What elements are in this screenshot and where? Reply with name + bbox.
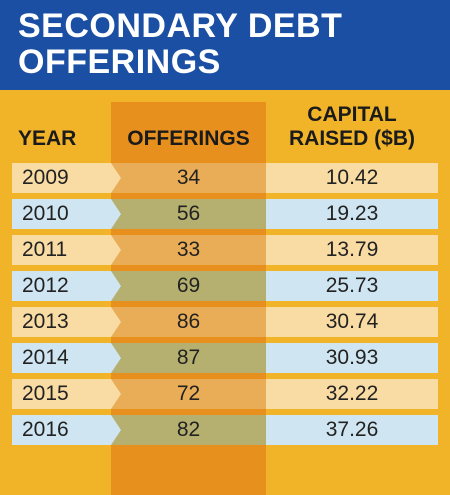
cell-offerings: 69 xyxy=(111,271,266,301)
cell-offerings: 87 xyxy=(111,343,266,373)
cell-year: 2012 xyxy=(12,271,112,301)
cell-year: 2010 xyxy=(12,199,112,229)
cell-offerings: 86 xyxy=(111,307,266,337)
header-offerings: OFFERINGS xyxy=(127,127,250,150)
row-arrow-tick xyxy=(111,379,121,409)
row-arrow-tick xyxy=(111,307,121,337)
cell-capital-raised: 13.79 xyxy=(266,235,438,265)
table-row: 2013 86 30.74 xyxy=(0,307,450,337)
cell-offerings: 34 xyxy=(111,163,266,193)
cell-year: 2009 xyxy=(12,163,112,193)
cell-year: 2015 xyxy=(12,379,112,409)
header-year: YEAR xyxy=(18,127,77,150)
row-arrow-tick xyxy=(111,415,121,445)
row-arrow-tick xyxy=(111,199,121,229)
cell-capital-raised: 25.73 xyxy=(266,271,438,301)
cell-capital-raised: 30.93 xyxy=(266,343,438,373)
table-row: 2009 34 10.42 xyxy=(0,163,450,193)
cell-year: 2016 xyxy=(12,415,112,445)
row-arrow-tick xyxy=(111,271,121,301)
cell-capital-raised: 30.74 xyxy=(266,307,438,337)
cell-year: 2013 xyxy=(12,307,112,337)
title-band: SECONDARY DEBT OFFERINGS xyxy=(0,0,450,90)
table-row: 2016 82 37.26 xyxy=(0,415,450,445)
page-title: SECONDARY DEBT OFFERINGS xyxy=(18,7,343,81)
cell-year: 2014 xyxy=(12,343,112,373)
cell-offerings: 33 xyxy=(111,235,266,265)
table-row: 2011 33 13.79 xyxy=(0,235,450,265)
cell-capital-raised: 37.26 xyxy=(266,415,438,445)
cell-offerings: 72 xyxy=(111,379,266,409)
table-row: 2015 72 32.22 xyxy=(0,379,450,409)
cell-capital-raised: 10.42 xyxy=(266,163,438,193)
header-capital-raised: CAPITAL RAISED ($B) xyxy=(288,103,415,150)
cell-offerings: 82 xyxy=(111,415,266,445)
cell-capital-raised: 32.22 xyxy=(266,379,438,409)
row-arrow-tick xyxy=(111,343,121,373)
table-row: 2010 56 19.23 xyxy=(0,199,450,229)
cell-offerings: 56 xyxy=(111,199,266,229)
cell-year: 2011 xyxy=(12,235,112,265)
cell-capital-raised: 19.23 xyxy=(266,199,438,229)
row-arrow-tick xyxy=(111,163,121,193)
table-row: 2014 87 30.93 xyxy=(0,343,450,373)
table-row: 2012 69 25.73 xyxy=(0,271,450,301)
row-arrow-tick xyxy=(111,235,121,265)
